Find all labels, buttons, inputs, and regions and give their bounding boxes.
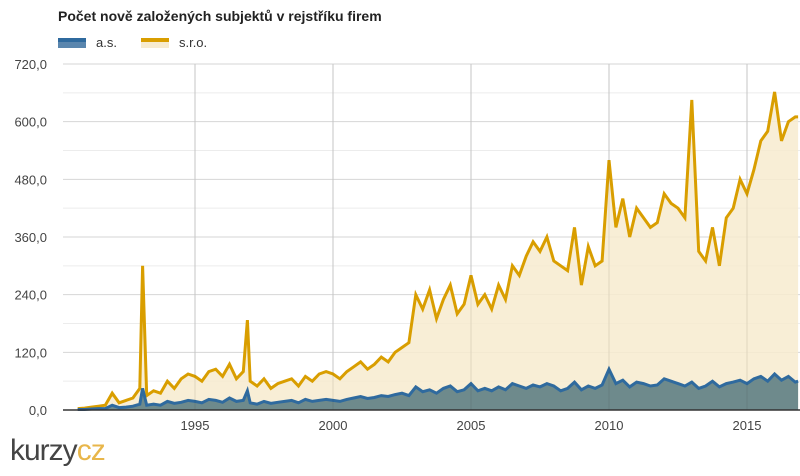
svg-text:720,0: 720,0 bbox=[14, 57, 47, 72]
svg-text:600,0: 600,0 bbox=[14, 115, 47, 130]
svg-text:1995: 1995 bbox=[181, 418, 210, 433]
svg-text:120,0: 120,0 bbox=[14, 345, 47, 360]
chart-title: Počet nově založených subjektů v rejstří… bbox=[58, 8, 382, 24]
svg-text:360,0: 360,0 bbox=[14, 230, 47, 245]
legend-item-sro[interactable]: s.r.o. bbox=[140, 35, 208, 50]
svg-text:0,0: 0,0 bbox=[29, 403, 47, 418]
kurzy-logo: kurzycz bbox=[10, 434, 106, 467]
svg-text:2010: 2010 bbox=[595, 418, 624, 433]
svg-text:240,0: 240,0 bbox=[14, 288, 47, 303]
svg-text:2005: 2005 bbox=[457, 418, 486, 433]
legend-swatch-sro-icon bbox=[140, 37, 169, 48]
legend-item-as[interactable]: a.s. bbox=[58, 35, 117, 50]
svg-text:2000: 2000 bbox=[319, 418, 348, 433]
legend-swatch-as-icon bbox=[58, 37, 86, 48]
legend-label-as: a.s. bbox=[96, 35, 117, 50]
svg-text:480,0: 480,0 bbox=[14, 172, 47, 187]
chart-legend: a.s. s.r.o. bbox=[58, 35, 207, 50]
svg-text:2015: 2015 bbox=[733, 418, 762, 433]
legend-label-sro: s.r.o. bbox=[178, 35, 208, 50]
